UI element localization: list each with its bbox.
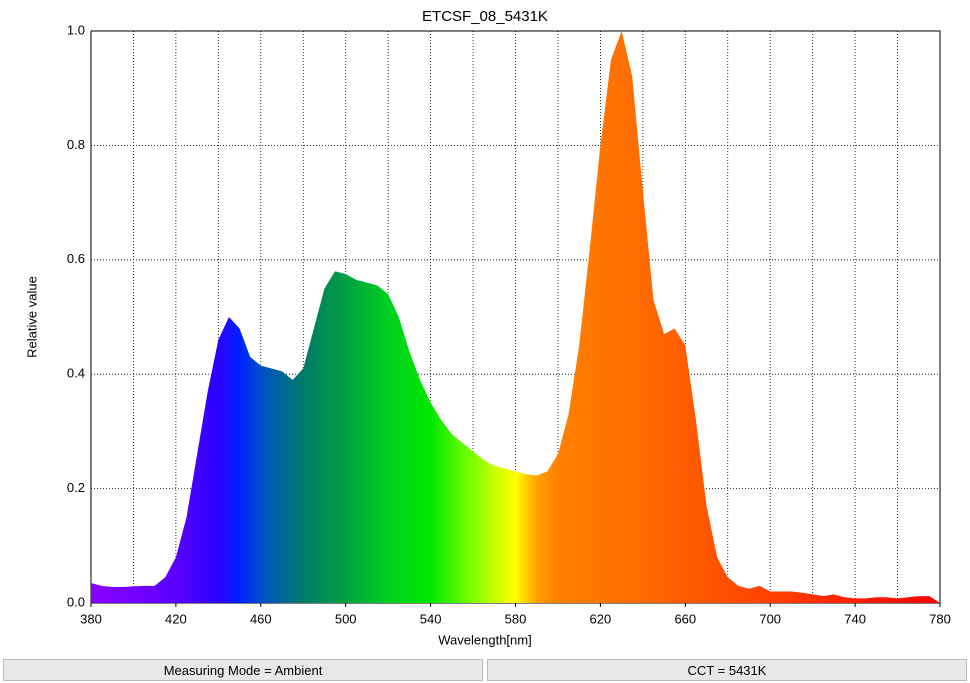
- y-tick-label: 0.0: [67, 594, 85, 609]
- x-tick-label: 620: [590, 611, 612, 626]
- x-tick-label: 740: [844, 611, 866, 626]
- x-tick-label: 580: [505, 611, 527, 626]
- spectrum-area: [91, 31, 940, 603]
- x-tick-label: 500: [335, 611, 357, 626]
- x-tick-label: 420: [165, 611, 187, 626]
- chart: ETCSF_08_5431K Wavelength[nm] Relative v…: [24, 8, 951, 647]
- x-tick-label: 660: [674, 611, 696, 626]
- y-tick-label: 0.4: [67, 366, 85, 381]
- y-tick-label: 0.6: [67, 251, 85, 266]
- y-tick-label: 0.8: [67, 137, 85, 152]
- y-tick-label: 0.2: [67, 480, 85, 495]
- x-tick-label: 460: [250, 611, 272, 626]
- mode-button[interactable]: Measuring Mode = Ambient: [3, 659, 483, 681]
- cct-button[interactable]: CCT = 5431K: [487, 659, 967, 681]
- chart-title: ETCSF_08_5431K: [422, 8, 548, 25]
- y-tick-label: 1.0: [67, 22, 85, 37]
- x-tick-label: 780: [929, 611, 951, 626]
- x-tick-label: 380: [80, 611, 102, 626]
- x-tick-label: 540: [420, 611, 442, 626]
- x-axis-label: Wavelength[nm]: [438, 632, 531, 647]
- x-tick-label: 700: [759, 611, 781, 626]
- y-axis-label: Relative value: [24, 276, 39, 358]
